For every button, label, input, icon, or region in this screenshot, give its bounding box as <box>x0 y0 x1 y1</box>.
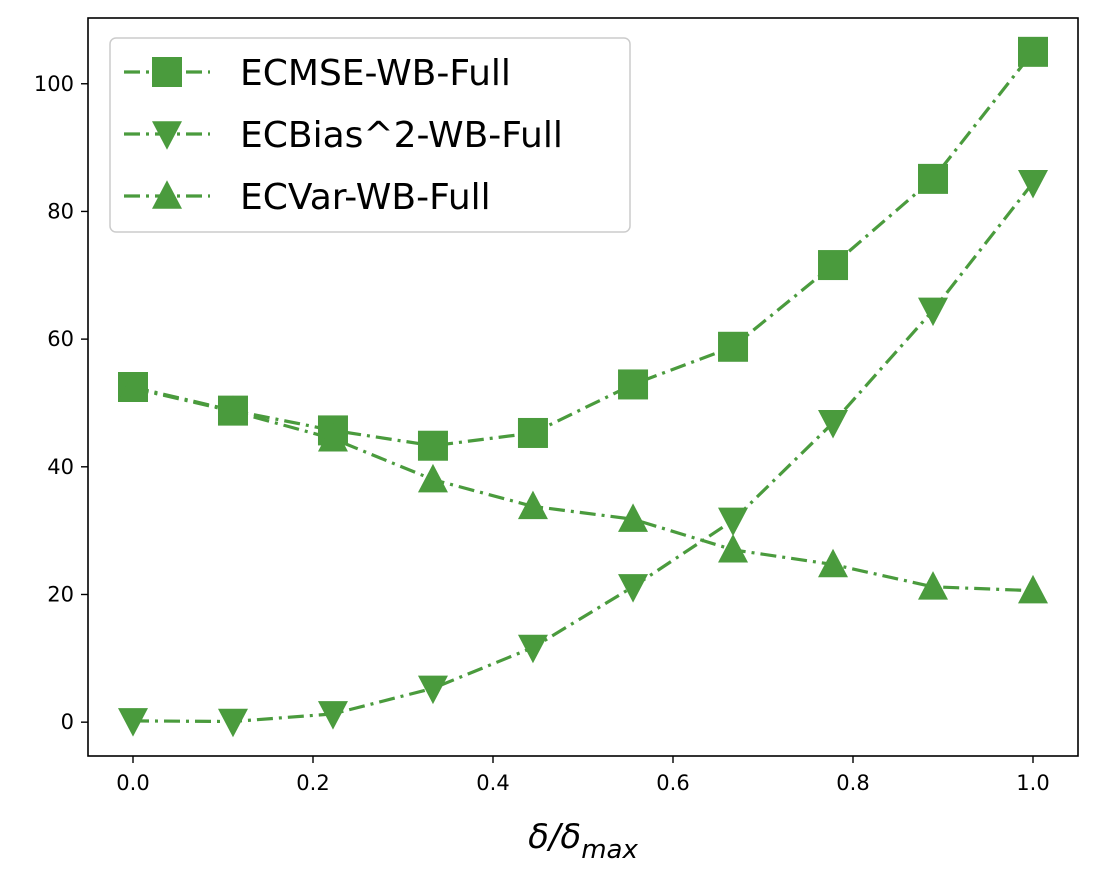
data-point-ecvar-wb-full <box>918 571 949 600</box>
x-tick-label: 0.6 <box>656 771 689 795</box>
data-point-ecmse-wb-full <box>918 163 949 194</box>
data-point-ecbias-2-wb-full <box>217 708 248 738</box>
x-tick-label: 0.2 <box>296 771 329 795</box>
legend-marker-ecvar-wb-full <box>152 180 182 209</box>
data-point-ecbias-2-wb-full <box>718 507 749 537</box>
legend-marker-ecmse-wb-full <box>152 57 182 87</box>
series-line-ecvar-wb-full <box>132 386 1034 593</box>
data-point-ecbias-2-wb-full <box>618 574 649 603</box>
y-tick-label: 0 <box>61 710 74 734</box>
x-tick-label: 0.8 <box>836 771 869 795</box>
data-point-ecvar-wb-full <box>118 372 148 402</box>
data-point-ecmse-wb-full <box>618 369 649 400</box>
series-layer <box>118 36 1048 738</box>
plot-frame <box>87 17 1079 757</box>
data-point-ecmse-wb-full <box>818 250 849 281</box>
data-point-ecvar-wb-full <box>818 548 849 578</box>
data-point-ecbias-2-wb-full <box>818 410 849 439</box>
x-tick-label: 0.0 <box>116 771 149 795</box>
y-tick-label: 60 <box>47 327 74 351</box>
series-line-ecbias-2-wb-full <box>132 181 1035 724</box>
data-point-ecvar-wb-full <box>417 463 448 493</box>
data-point-ecvar-wb-full <box>1018 574 1048 604</box>
data-point-ecvar-wb-full <box>618 503 649 532</box>
data-point-ecvar-wb-full <box>718 534 749 563</box>
data-point-ecbias-2-wb-full <box>1018 169 1048 199</box>
data-point-ecvar-wb-full <box>317 422 348 452</box>
y-tick-label: 80 <box>47 199 74 223</box>
data-point-ecmse-wb-full <box>1018 36 1048 67</box>
y-tick-label: 100 <box>34 72 74 96</box>
data-point-ecbias-2-wb-full <box>118 708 148 737</box>
legend-label-ecbias-2-wb-full: ECBias^2-WB-Full <box>240 115 563 156</box>
data-point-ecvar-wb-full <box>217 395 248 425</box>
legend-label-ecmse-wb-full: ECMSE-WB-Full <box>240 53 511 94</box>
data-point-ecmse-wb-full <box>417 430 448 461</box>
x-axis-label: δ/δmax <box>528 817 638 865</box>
series-line-ecmse-wb-full <box>132 50 1035 448</box>
y-tick-label: 20 <box>47 582 74 606</box>
data-point-ecvar-wb-full <box>517 490 548 520</box>
legend: ECMSE-WB-Full ECBias^2-WB-Full ECVar-WB-Fu… <box>109 37 631 233</box>
x-tick-label: 1.0 <box>1016 771 1049 795</box>
data-point-ecbias-2-wb-full <box>517 634 548 664</box>
data-point-ecbias-2-wb-full <box>317 701 348 730</box>
x-tick-label: 0.4 <box>476 771 509 795</box>
data-point-ecmse-wb-full <box>517 417 548 448</box>
legend-frame <box>109 37 631 233</box>
data-point-ecbias-2-wb-full <box>417 675 448 705</box>
legend-label-ecvar-wb-full: ECVar-WB-Full <box>240 177 491 218</box>
axes-layer: 0.0 0.2 0.4 0.6 0.8 1.0 0 20 40 60 80 100 <box>34 72 1050 795</box>
y-tick-label: 40 <box>47 455 74 479</box>
data-point-ecmse-wb-full <box>718 331 749 362</box>
legend-marker-ecbias-2-wb-full <box>152 121 182 150</box>
data-point-ecbias-2-wb-full <box>918 297 949 327</box>
